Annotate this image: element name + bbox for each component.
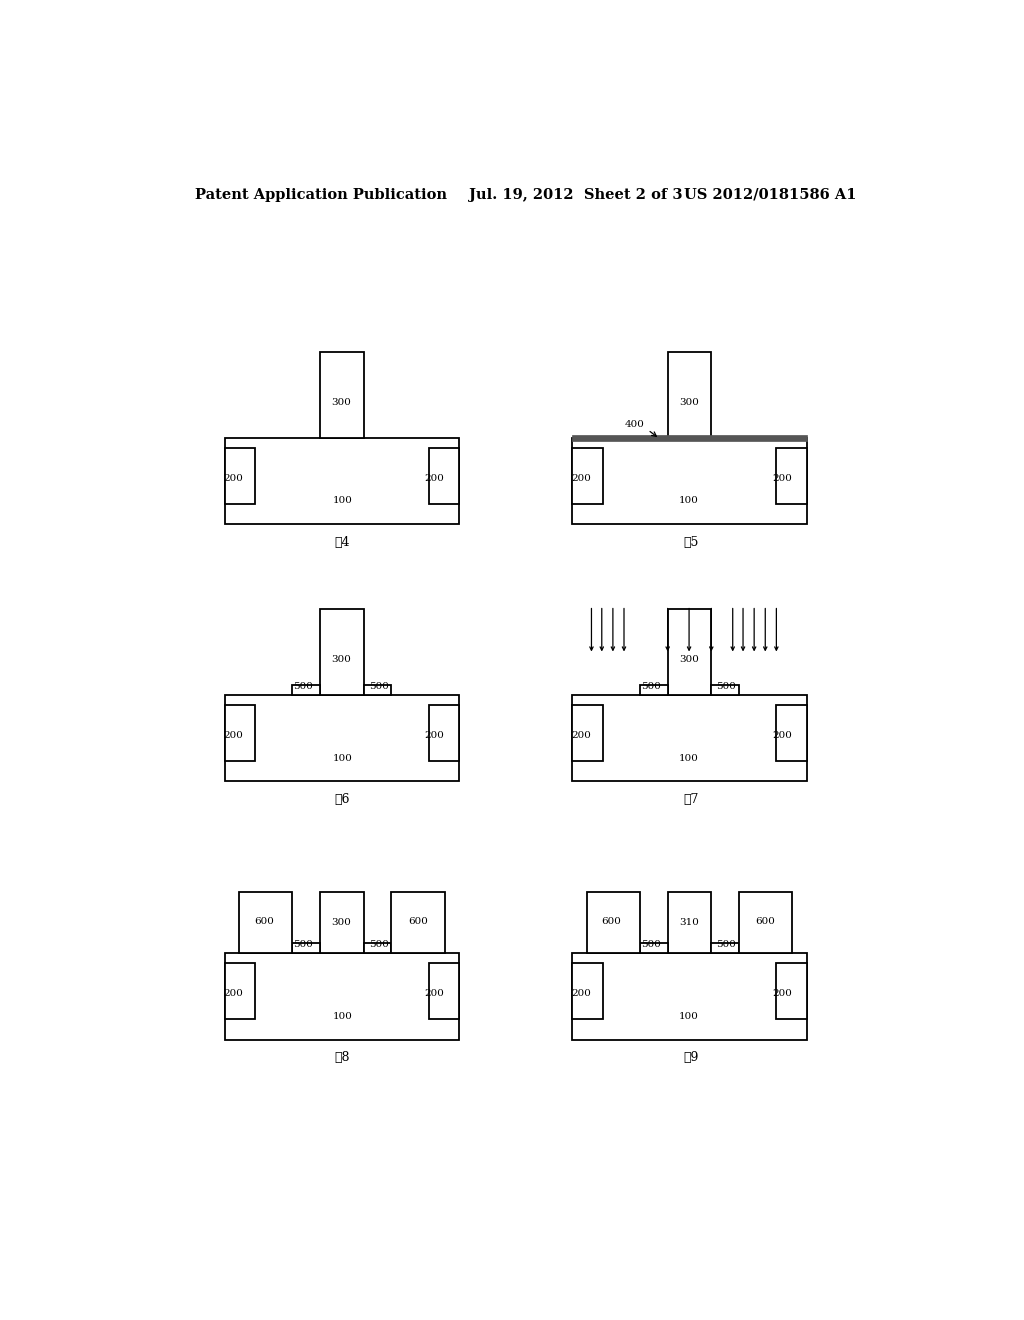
Bar	[572, 438, 807, 524]
Text: 500: 500	[369, 940, 389, 949]
Bar	[225, 953, 459, 1040]
Text: 300: 300	[332, 397, 351, 407]
Text: 500: 500	[641, 682, 660, 692]
Bar	[292, 685, 321, 696]
Text: 500: 500	[293, 682, 312, 692]
Text: 200: 200	[424, 990, 444, 998]
Text: 500: 500	[641, 940, 660, 949]
Bar	[572, 953, 807, 1040]
Text: 200: 200	[424, 474, 444, 483]
Text: 300: 300	[332, 919, 351, 927]
Text: 图4: 图4	[335, 536, 350, 549]
Text: 200: 200	[571, 731, 591, 741]
Bar	[321, 351, 364, 438]
Text: 100: 100	[679, 1011, 699, 1020]
Bar	[572, 447, 602, 504]
Bar	[668, 892, 712, 953]
Text: 300: 300	[679, 655, 699, 664]
Bar	[640, 942, 668, 953]
Bar	[776, 447, 807, 504]
Text: 400: 400	[625, 420, 644, 429]
Bar	[321, 609, 364, 696]
Bar	[712, 942, 739, 953]
Text: 100: 100	[333, 1011, 352, 1020]
Text: 图7: 图7	[684, 793, 699, 807]
Text: Jul. 19, 2012  Sheet 2 of 3: Jul. 19, 2012 Sheet 2 of 3	[469, 187, 683, 202]
Text: 200: 200	[223, 731, 244, 741]
Text: 图9: 图9	[684, 1052, 699, 1064]
Bar	[225, 696, 459, 781]
Bar	[640, 685, 668, 696]
Bar	[572, 696, 807, 781]
Text: 200: 200	[424, 731, 444, 741]
Bar	[572, 964, 602, 1019]
Bar	[225, 438, 459, 524]
Bar	[225, 964, 255, 1019]
Text: 100: 100	[333, 496, 352, 506]
Text: 图8: 图8	[335, 1052, 350, 1064]
Bar	[776, 964, 807, 1019]
Text: 500: 500	[369, 682, 389, 692]
Bar	[364, 942, 391, 953]
Text: 500: 500	[293, 940, 312, 949]
Bar	[364, 685, 391, 696]
Text: 300: 300	[679, 397, 699, 407]
Text: 200: 200	[571, 990, 591, 998]
Text: 600: 600	[756, 917, 775, 927]
Text: 300: 300	[332, 655, 351, 664]
Text: 600: 600	[409, 917, 428, 927]
Bar	[739, 892, 793, 953]
Text: 200: 200	[772, 990, 792, 998]
Bar	[712, 685, 739, 696]
Bar	[668, 609, 712, 696]
Text: 100: 100	[333, 754, 352, 763]
Text: 图6: 图6	[335, 793, 350, 807]
Bar	[225, 447, 255, 504]
Text: 200: 200	[223, 990, 244, 998]
Text: 200: 200	[772, 474, 792, 483]
Text: 200: 200	[223, 474, 244, 483]
Bar	[429, 447, 459, 504]
Bar	[668, 351, 712, 438]
Text: 600: 600	[255, 917, 274, 927]
Text: US 2012/0181586 A1: US 2012/0181586 A1	[684, 187, 856, 202]
Text: 600: 600	[601, 917, 622, 927]
Text: 100: 100	[679, 754, 699, 763]
Bar	[776, 705, 807, 762]
Bar	[321, 892, 364, 953]
Bar	[292, 942, 321, 953]
Text: 图5: 图5	[684, 536, 699, 549]
Text: Patent Application Publication: Patent Application Publication	[196, 187, 447, 202]
Bar	[240, 892, 292, 953]
Text: 200: 200	[772, 731, 792, 741]
Bar	[391, 892, 444, 953]
Text: 100: 100	[679, 496, 699, 506]
Bar	[429, 964, 459, 1019]
Bar	[572, 434, 807, 441]
Bar	[225, 705, 255, 762]
Text: 200: 200	[571, 474, 591, 483]
Text: 310: 310	[679, 919, 699, 927]
Text: 500: 500	[716, 682, 735, 692]
Text: 500: 500	[716, 940, 735, 949]
Bar	[572, 705, 602, 762]
Bar	[429, 705, 459, 762]
Bar	[587, 892, 640, 953]
